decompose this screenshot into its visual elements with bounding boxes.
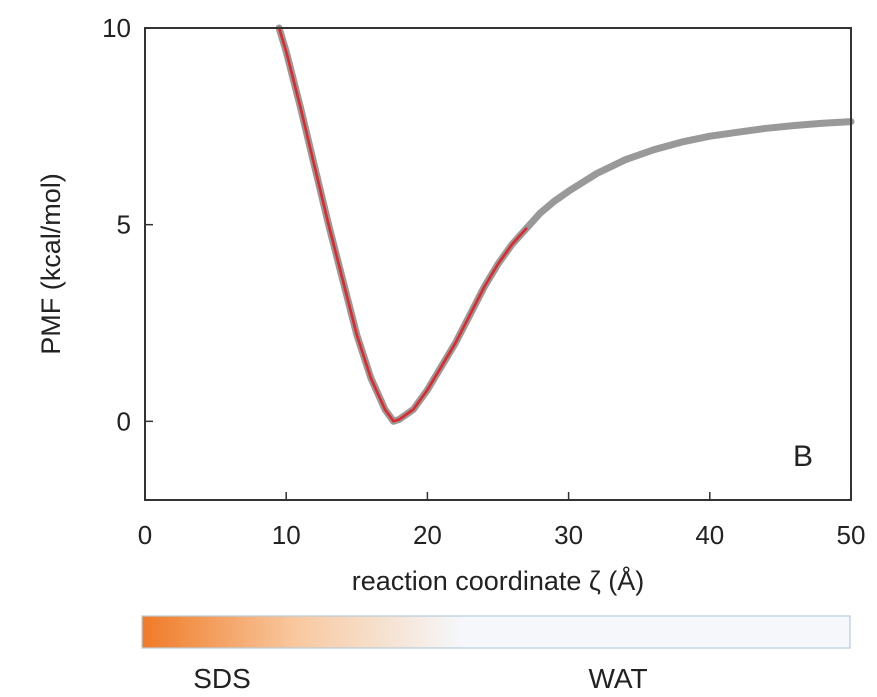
x-tick-label: 20 (413, 520, 442, 550)
colorbar-label-wat: WAT (588, 663, 647, 694)
plot-frame (144, 27, 852, 501)
solvent-colorbar (141, 615, 851, 649)
x-tick-label: 0 (138, 520, 152, 550)
colorbar-label-sds: SDS (193, 663, 251, 694)
x-tick-label: 30 (554, 520, 583, 550)
ticks-layer: 0 10 20 30 40 50 0 5 10 (102, 13, 865, 550)
y-tick-label: 10 (102, 13, 131, 43)
y-axis-title: PMF (kcal/mol) (36, 173, 66, 355)
series-line-1 (277, 26, 528, 423)
x-tick-label: 10 (272, 520, 301, 550)
series-layer (275, 24, 855, 425)
x-axis-title: reaction coordinate ζ (Å) (352, 565, 645, 596)
x-tick-label: 40 (695, 520, 724, 550)
x-tick-label: 50 (837, 520, 866, 550)
y-tick-label: 0 (117, 406, 131, 436)
panel-label: B (793, 440, 813, 473)
y-tick-label: 5 (117, 210, 131, 240)
